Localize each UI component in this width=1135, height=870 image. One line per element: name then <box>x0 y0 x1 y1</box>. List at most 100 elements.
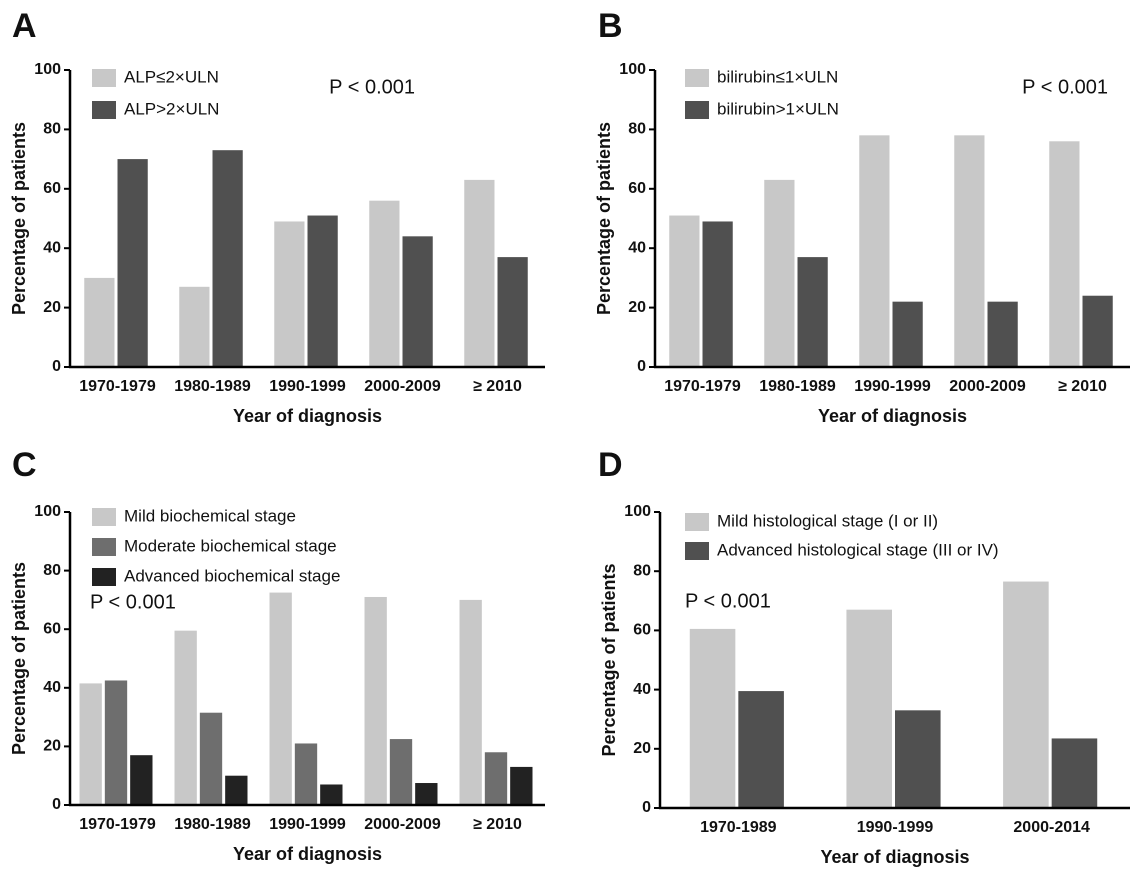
y-axis-label: Percentage of patients <box>9 562 29 755</box>
panel: D 0 20 40 60 80 100 1970-1989 1990-1999 2000-2014… <box>598 446 1130 867</box>
panel-label: D <box>598 446 623 484</box>
bar <box>402 236 433 367</box>
bar <box>764 179 795 367</box>
annotation: P < 0.001 <box>329 76 415 98</box>
y-tick-label: 100 <box>624 503 651 520</box>
legend-label: Mild biochemical stage <box>124 506 296 525</box>
legend-label: Advanced biochemical stage <box>124 566 340 585</box>
y-tick-label: 20 <box>628 299 646 316</box>
y-tick-label: 80 <box>43 121 61 138</box>
bar <box>1003 581 1049 808</box>
x-tick-label: 1980-1989 <box>174 378 251 395</box>
x-tick-label: 1990-1999 <box>854 378 931 395</box>
x-tick-label: 1990-1999 <box>857 819 934 836</box>
bar <box>1051 738 1098 808</box>
y-tick-label: 0 <box>642 799 651 816</box>
bar <box>364 596 387 805</box>
bar <box>225 775 248 805</box>
x-tick-label: 2000-2009 <box>364 816 441 833</box>
bar <box>954 135 985 367</box>
legend-label: bilirubin≤1×ULN <box>717 67 838 86</box>
x-tick-label: ≥ 2010 <box>473 378 522 395</box>
bar <box>669 215 700 367</box>
x-tick-label: 1970-1979 <box>664 378 741 395</box>
x-tick-label: 1970-1989 <box>700 819 777 836</box>
x-tick-label: ≥ 2010 <box>1058 378 1107 395</box>
y-tick-label: 100 <box>34 61 61 78</box>
bar <box>212 150 243 367</box>
y-tick-label: 40 <box>628 239 646 256</box>
y-tick-label: 60 <box>628 180 646 197</box>
y-tick-label: 0 <box>52 358 61 375</box>
legend-swatch <box>685 542 709 560</box>
x-tick-label: 2000-2014 <box>1013 819 1090 836</box>
x-tick-label: 2000-2009 <box>949 378 1026 395</box>
bar <box>199 712 223 805</box>
bar <box>174 630 197 805</box>
bar <box>484 752 508 805</box>
annotation: P < 0.001 <box>1022 76 1108 98</box>
y-axis-label: Percentage of patients <box>594 122 614 315</box>
bar <box>415 783 438 805</box>
bar <box>179 286 210 367</box>
y-tick-label: 60 <box>43 180 61 197</box>
panel: C 0 20 40 60 80 100 1970-1979 1980-1989 1990-1999… <box>9 446 545 864</box>
legend-swatch <box>92 69 116 87</box>
legend-label: ALP≤2×ULN <box>124 67 219 86</box>
y-tick-label: 0 <box>52 796 61 813</box>
y-tick-label: 80 <box>628 121 646 138</box>
bar <box>459 599 482 805</box>
x-tick-label: 1970-1979 <box>79 378 156 395</box>
x-tick-label: 1990-1999 <box>269 816 346 833</box>
legend-label: Mild histological stage (I or II) <box>717 511 938 530</box>
x-tick-label: 1980-1989 <box>174 816 251 833</box>
bar <box>497 257 528 367</box>
legend-swatch <box>685 69 709 87</box>
legend-swatch <box>685 513 709 531</box>
panel-label: B <box>598 7 623 45</box>
legend-swatch <box>92 538 116 556</box>
y-axis-label: Percentage of patients <box>9 122 29 315</box>
bar <box>892 301 923 367</box>
bar <box>274 221 305 367</box>
x-axis-label: Year of diagnosis <box>233 406 382 426</box>
bar <box>84 277 115 367</box>
bar <box>895 710 941 808</box>
bar <box>702 221 733 367</box>
y-tick-label: 40 <box>43 679 61 696</box>
bar <box>1082 295 1113 367</box>
panel-label: A <box>12 7 37 45</box>
bar <box>307 215 338 367</box>
panel: B 0 20 40 60 80 100 1970-1979 1980-1989 1990-1999… <box>594 7 1130 426</box>
bar <box>269 592 292 805</box>
y-tick-label: 0 <box>637 358 646 375</box>
x-tick-label: ≥ 2010 <box>473 816 522 833</box>
bar <box>389 739 413 805</box>
y-tick-label: 20 <box>43 738 61 755</box>
legend-label: Advanced histological stage (III or IV) <box>717 540 999 559</box>
legend-label: Moderate biochemical stage <box>124 536 337 555</box>
bar <box>510 766 533 805</box>
x-tick-label: 2000-2009 <box>364 378 441 395</box>
y-tick-label: 100 <box>34 503 61 520</box>
bar <box>369 200 400 367</box>
legend-swatch <box>92 508 116 526</box>
bar <box>79 683 102 805</box>
bar <box>1049 141 1080 367</box>
bar <box>320 784 343 805</box>
x-tick-label: 1980-1989 <box>759 378 836 395</box>
legend-swatch <box>92 101 116 119</box>
bar <box>738 691 784 808</box>
y-tick-label: 100 <box>619 61 646 78</box>
annotation: P < 0.001 <box>685 590 771 612</box>
bar <box>464 179 495 367</box>
x-tick-label: 1990-1999 <box>269 378 346 395</box>
y-tick-label: 80 <box>43 562 61 579</box>
y-tick-label: 40 <box>633 681 651 698</box>
bar <box>987 301 1018 367</box>
y-tick-label: 20 <box>43 299 61 316</box>
panel-label: C <box>12 446 37 484</box>
legend-swatch <box>685 101 709 119</box>
y-tick-label: 20 <box>633 740 651 757</box>
